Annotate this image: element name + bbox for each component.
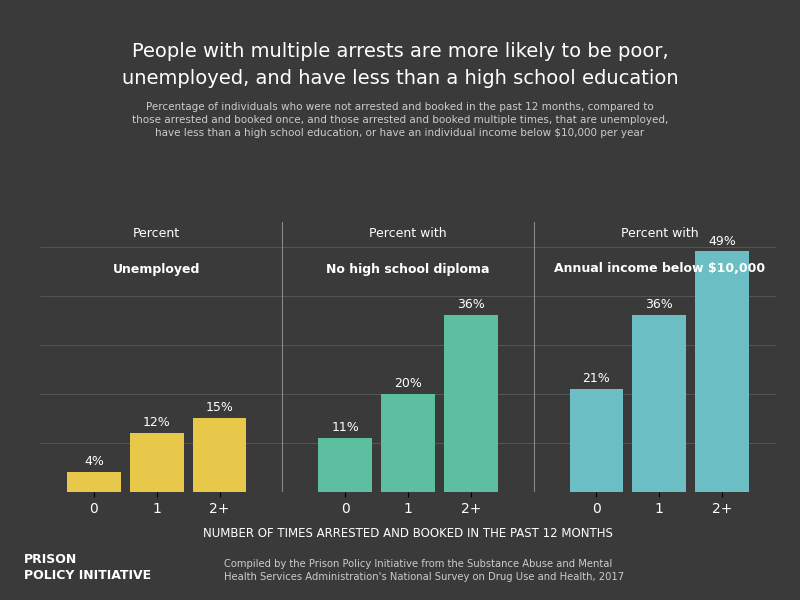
Bar (67, 472, 121, 492)
Text: 15%: 15% (206, 401, 234, 415)
Bar (381, 394, 435, 492)
X-axis label: NUMBER OF TIMES ARRESTED AND BOOKED IN THE PAST 12 MONTHS: NUMBER OF TIMES ARRESTED AND BOOKED IN T… (203, 527, 613, 540)
Text: Percent with: Percent with (369, 227, 447, 241)
Bar (570, 389, 623, 492)
Text: People with multiple arrests are more likely to be poor,: People with multiple arrests are more li… (132, 42, 668, 61)
Bar (130, 433, 184, 492)
Bar (695, 251, 749, 492)
Text: 4%: 4% (84, 455, 104, 469)
Bar (318, 438, 372, 492)
Text: Percent with: Percent with (621, 227, 698, 241)
Text: Annual income below $10,000: Annual income below $10,000 (554, 263, 765, 275)
Text: 49%: 49% (708, 235, 736, 248)
Text: No high school diploma: No high school diploma (326, 263, 490, 275)
Text: Percentage of individuals who were not arrested and booked in the past 12 months: Percentage of individuals who were not a… (132, 102, 668, 139)
Text: 12%: 12% (143, 416, 170, 429)
Text: Compiled by the Prison Policy Initiative from the Substance Abuse and Mental
Hea: Compiled by the Prison Policy Initiative… (224, 559, 624, 582)
Text: unemployed, and have less than a high school education: unemployed, and have less than a high sc… (122, 69, 678, 88)
Text: Unemployed: Unemployed (113, 263, 200, 275)
Text: 11%: 11% (331, 421, 359, 434)
Bar (193, 418, 246, 492)
Bar (632, 315, 686, 492)
Text: 36%: 36% (457, 298, 485, 311)
Text: 20%: 20% (394, 377, 422, 390)
Bar (444, 315, 498, 492)
Text: PRISON
POLICY INITIATIVE: PRISON POLICY INITIATIVE (24, 553, 151, 582)
Text: Percent: Percent (133, 227, 180, 241)
Text: 36%: 36% (646, 298, 673, 311)
Text: 21%: 21% (582, 372, 610, 385)
